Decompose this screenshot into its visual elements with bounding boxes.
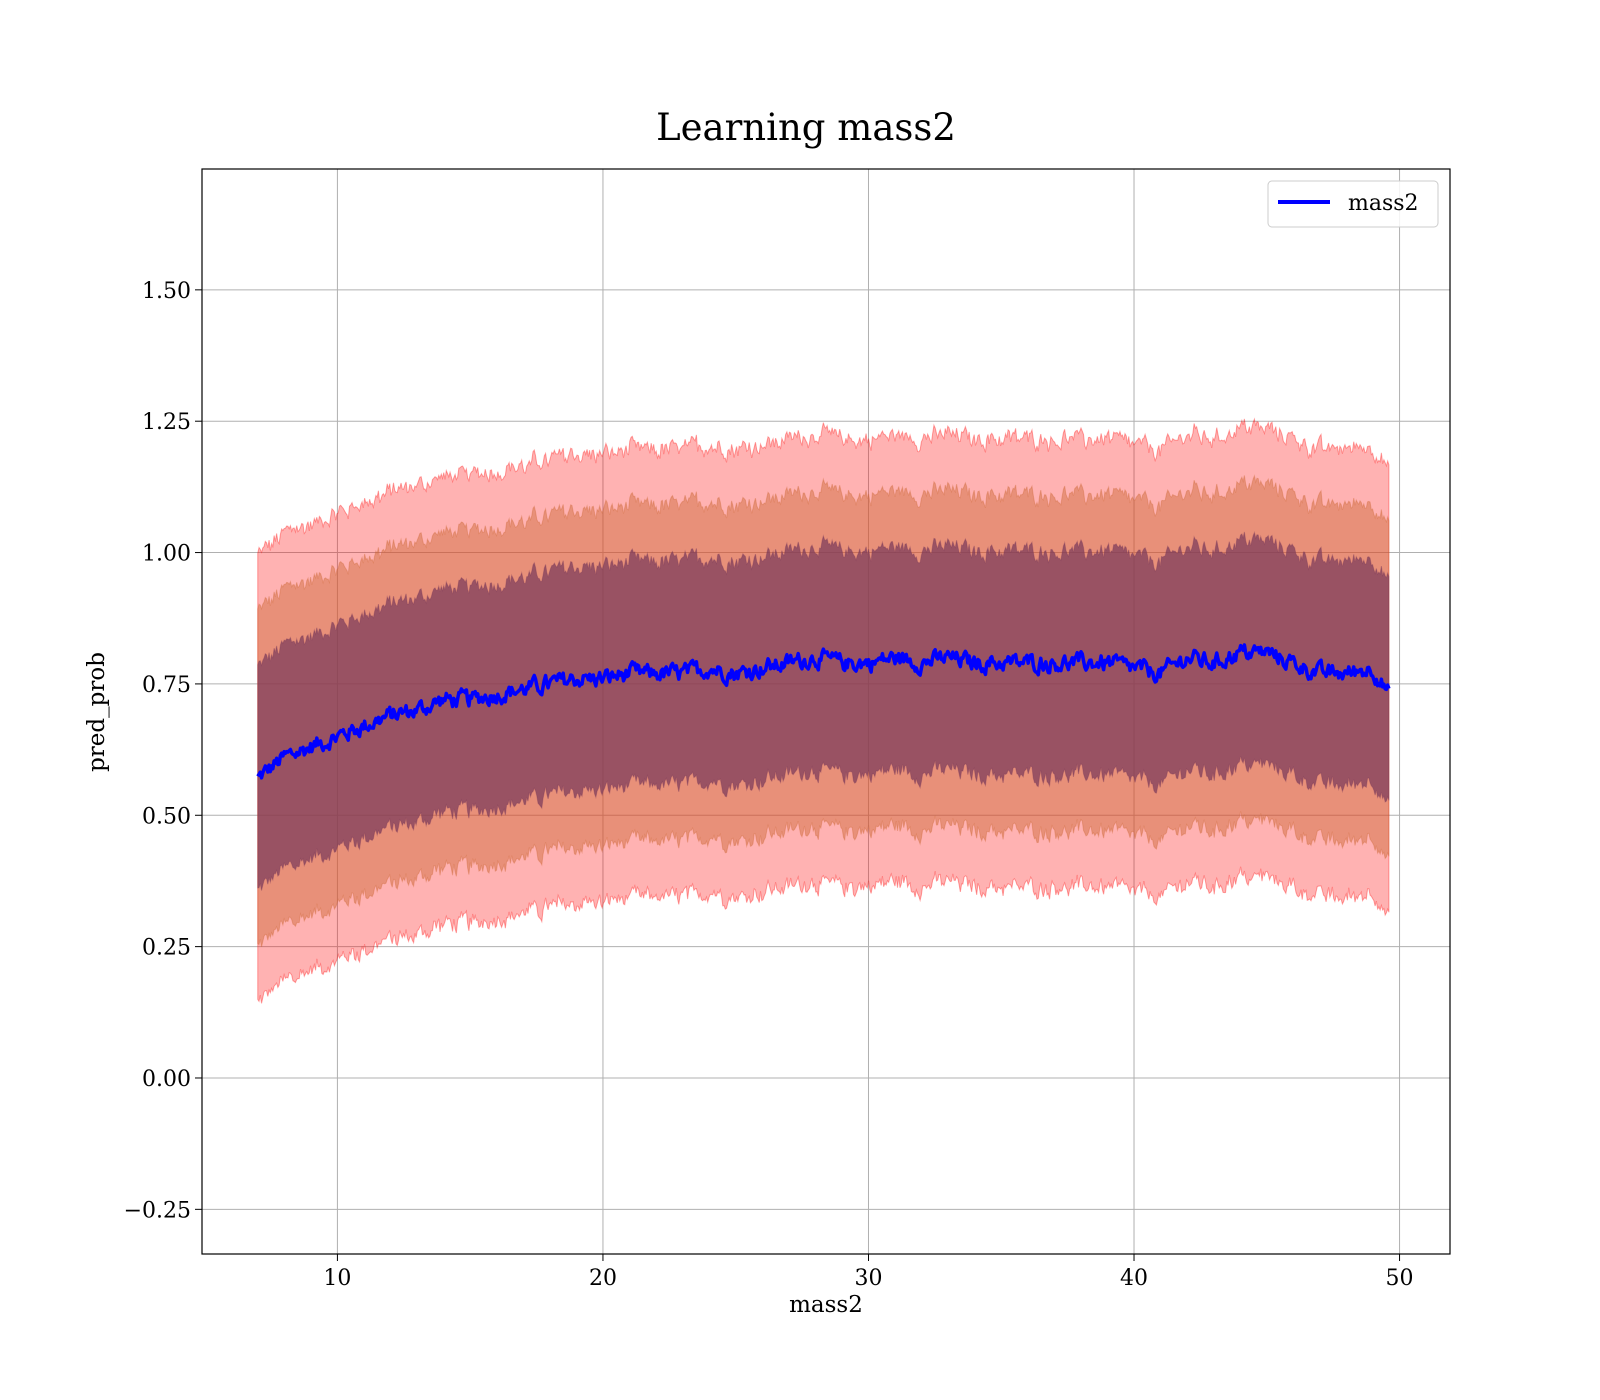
y-tick-label: 0.00 xyxy=(142,1067,191,1092)
x-tick-label: 20 xyxy=(589,1266,617,1291)
legend: mass2 xyxy=(1267,180,1439,228)
y-tick-label: 1.25 xyxy=(142,410,191,435)
uncertainty-bands xyxy=(257,417,1390,1004)
y-tick-label: 1.50 xyxy=(142,279,191,304)
y-tick-label: 1.00 xyxy=(142,542,191,567)
y-tick-label: 0.25 xyxy=(142,936,191,961)
y-tick-label: 0.50 xyxy=(142,804,191,829)
x-tick-label: 30 xyxy=(854,1266,882,1291)
y-axis-label: pred_prob xyxy=(84,652,110,772)
series-lines xyxy=(256,643,1391,780)
chart-title: Learning mass2 xyxy=(656,106,956,149)
x-axis-ticks: 10 20 30 40 50 xyxy=(323,1254,1414,1291)
plot-frame xyxy=(201,168,1451,1255)
x-tick-label: 50 xyxy=(1386,1266,1414,1291)
x-tick-label: 40 xyxy=(1120,1266,1148,1291)
x-axis-label: mass2 xyxy=(789,1292,863,1318)
y-tick-label: 0.75 xyxy=(142,673,191,698)
x-tick-label: 10 xyxy=(323,1266,351,1291)
y-axis-ticks: −0.25 0.00 0.25 0.50 0.75 1.00 1.25 1.50 xyxy=(124,279,202,1223)
legend-box xyxy=(1267,180,1439,228)
band-1std xyxy=(257,530,1390,891)
y-tick-label: −0.25 xyxy=(124,1198,191,1223)
series-line-mass2 xyxy=(256,643,1391,780)
legend-label-mass2: mass2 xyxy=(1348,191,1419,216)
